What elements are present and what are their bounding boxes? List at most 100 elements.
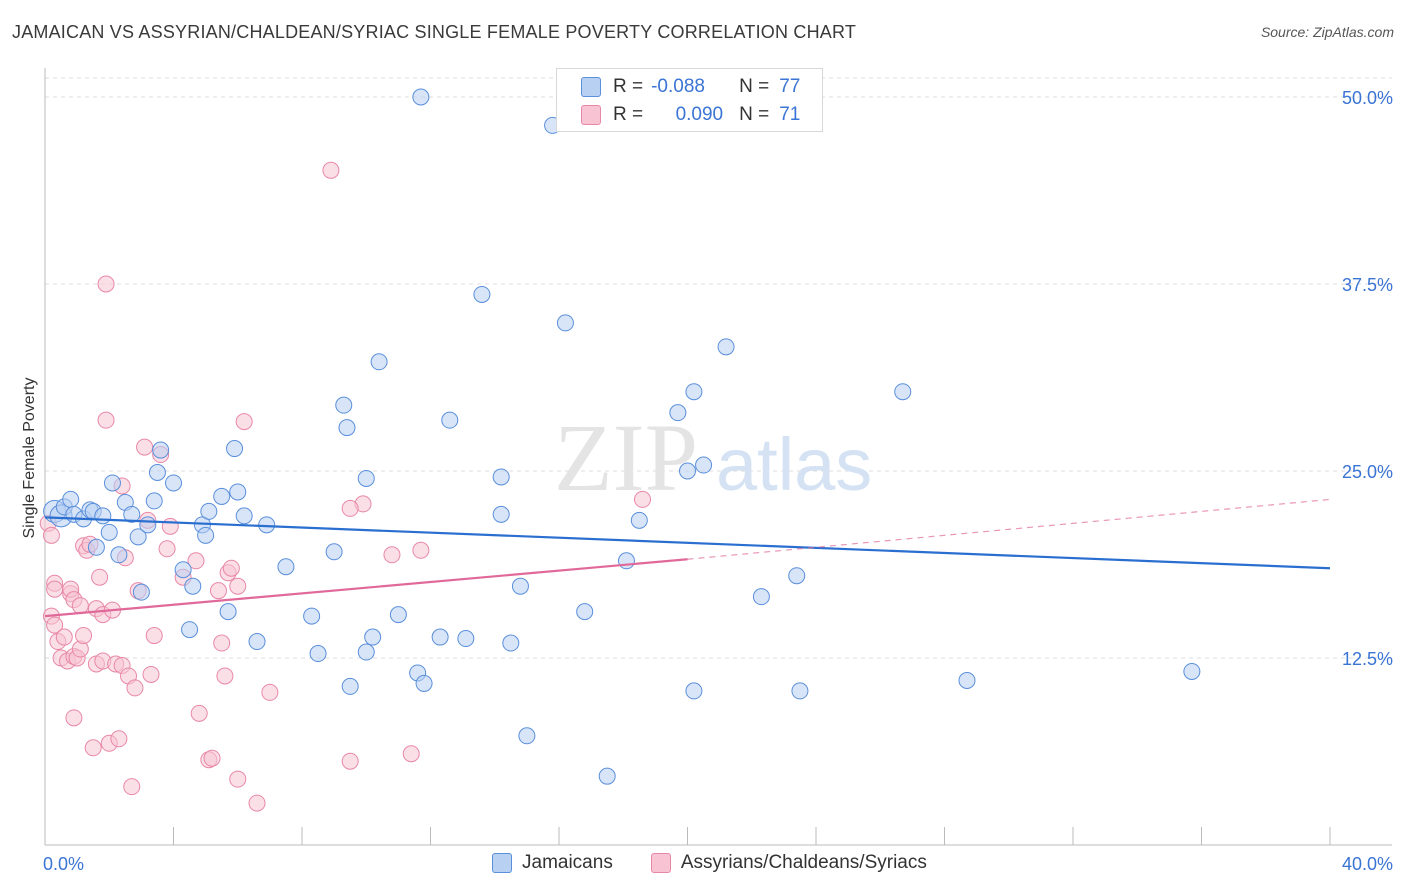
- data-point-assyrians: [75, 627, 93, 645]
- data-point-jamaicans: [752, 588, 770, 606]
- legend-n-label: N =: [739, 76, 770, 97]
- data-point-assyrians: [216, 667, 234, 685]
- data-point-assyrians: [187, 552, 205, 570]
- data-point-jamaicans: [303, 607, 321, 625]
- data-point-jamaicans: [441, 411, 459, 429]
- data-point-jamaicans: [502, 634, 520, 652]
- data-point-jamaicans: [219, 603, 237, 621]
- data-point-assyrians: [261, 683, 279, 701]
- data-point-jamaicans: [94, 507, 112, 525]
- data-point-jamaicans: [165, 474, 182, 492]
- data-point-jamaicans: [213, 487, 231, 505]
- correlation-legend: R = -0.088 N = 77 R = 0.090 N = 71: [556, 68, 823, 132]
- data-point-assyrians: [634, 490, 652, 508]
- data-point-assyrians: [412, 541, 430, 559]
- data-point-jamaicans: [415, 674, 433, 692]
- axes: [44, 68, 1392, 846]
- data-point-jamaicans: [184, 577, 202, 595]
- gridlines: [45, 77, 1392, 659]
- data-point-assyrians: [126, 679, 144, 697]
- legend-n-value: 71: [779, 104, 801, 125]
- data-point-assyrians: [209, 582, 227, 600]
- y-tick-label: 25.0%: [1342, 462, 1393, 482]
- data-point-assyrians: [123, 778, 141, 796]
- data-point-jamaicans: [556, 314, 574, 332]
- data-point-assyrians: [213, 634, 231, 652]
- chart-title: JAMAICAN VS ASSYRIAN/CHALDEAN/SYRIAC SIN…: [12, 22, 857, 42]
- data-point-jamaicans: [357, 469, 375, 487]
- data-point-jamaicans: [148, 463, 166, 481]
- data-point-jamaicans: [370, 353, 388, 371]
- data-point-jamaicans: [145, 492, 163, 510]
- data-point-jamaicans: [226, 440, 244, 458]
- data-point-assyrians: [158, 540, 176, 558]
- data-point-assyrians: [42, 526, 60, 544]
- data-point-assyrians: [71, 597, 89, 615]
- data-point-jamaicans: [958, 671, 976, 689]
- data-point-jamaicans: [518, 727, 536, 745]
- data-point-assyrians: [235, 413, 253, 431]
- data-point-jamaicans: [695, 456, 713, 474]
- legend-label-assyrians: Assyrians/Chaldeans/Syriacs: [680, 852, 927, 873]
- legend-swatch-jamaicans: [492, 853, 512, 873]
- data-point-assyrians: [402, 745, 420, 763]
- data-point-jamaicans: [229, 483, 247, 501]
- data-point-jamaicans: [87, 538, 105, 556]
- legend-r-value: 0.090: [675, 104, 724, 125]
- data-point-assyrians: [97, 275, 115, 293]
- data-point-jamaicans: [791, 682, 809, 700]
- y-tick-label: 50.0%: [1342, 88, 1393, 108]
- data-point-jamaicans: [341, 677, 359, 695]
- data-point-jamaicans: [139, 516, 157, 534]
- legend-n-label: N =: [739, 104, 770, 125]
- watermark-zip: ZIP: [554, 404, 698, 511]
- series-jamaicans-points: [43, 88, 1201, 785]
- x-tick-label-min: 0.0%: [43, 854, 84, 874]
- data-point-jamaicans: [325, 543, 343, 561]
- data-point-jamaicans: [235, 507, 253, 525]
- data-point-jamaicans: [431, 628, 449, 646]
- data-point-assyrians: [222, 559, 240, 577]
- tick-labels: 12.5% 25.0% 37.5% 50.0% 0.0% 40.0%: [43, 88, 1393, 874]
- data-point-assyrians: [84, 739, 102, 757]
- y-tick-label: 37.5%: [1342, 275, 1393, 295]
- trend-line-jamaicans: [44, 516, 1331, 570]
- data-point-assyrians: [97, 411, 115, 429]
- trend-line-assyrians-extrapolated: [687, 498, 1331, 560]
- legend-swatch-pink: [581, 105, 601, 125]
- series-assyrians-points: [39, 161, 652, 812]
- legend-label-jamaicans: Jamaicans: [522, 852, 613, 873]
- data-point-jamaicans: [598, 767, 616, 785]
- data-point-jamaicans: [685, 383, 703, 401]
- data-point-jamaicans: [473, 285, 491, 303]
- series-legend: Jamaicans Assyrians/Chaldeans/Syriacs: [492, 852, 927, 874]
- data-point-jamaicans: [132, 583, 150, 601]
- trend-line-assyrians: [44, 558, 688, 618]
- data-point-assyrians: [161, 517, 179, 535]
- y-axis-label: Single Female Poverty: [21, 377, 38, 539]
- legend-row-jamaicans: R = -0.088 N = 77: [557, 73, 800, 101]
- data-point-assyrians: [203, 749, 221, 767]
- data-point-jamaicans: [679, 462, 696, 480]
- data-point-assyrians: [91, 568, 109, 586]
- legend-row-assyrians: R = 0.090 N = 71: [557, 101, 800, 129]
- data-point-jamaicans: [788, 567, 806, 585]
- data-point-jamaicans: [123, 505, 141, 523]
- data-point-jamaicans: [129, 528, 147, 546]
- data-point-assyrians: [142, 665, 160, 683]
- data-point-jamaicans: [100, 523, 118, 541]
- data-point-jamaicans: [669, 404, 687, 422]
- source-label: Source: ZipAtlas.com: [1260, 24, 1394, 40]
- data-point-jamaicans: [717, 338, 735, 356]
- data-point-jamaicans: [197, 526, 215, 544]
- data-point-jamaicans: [277, 558, 295, 576]
- data-point-assyrians: [190, 704, 208, 722]
- data-point-jamaicans: [357, 643, 375, 661]
- data-point-jamaicans: [457, 630, 475, 648]
- data-point-jamaicans: [62, 490, 80, 508]
- data-point-jamaicans: [894, 383, 912, 401]
- legend-r-label: R =: [613, 76, 644, 97]
- data-point-jamaicans: [630, 511, 648, 529]
- data-point-jamaicans: [152, 441, 170, 459]
